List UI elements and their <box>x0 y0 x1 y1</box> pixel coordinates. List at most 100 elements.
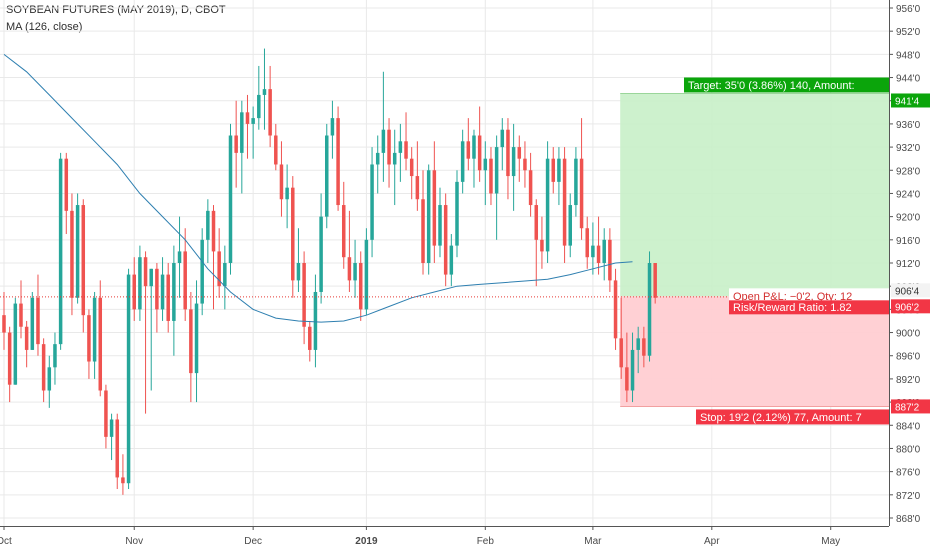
candle-body <box>160 274 165 310</box>
candle <box>642 326 646 368</box>
candle <box>268 65 272 148</box>
candle-body <box>489 158 493 194</box>
ma-line <box>3 54 633 323</box>
candle-body <box>517 147 522 159</box>
candle <box>245 94 250 159</box>
candle-body <box>494 147 499 194</box>
candle <box>121 454 125 495</box>
candle-body <box>291 187 295 281</box>
candle <box>87 309 91 379</box>
price-tick-label: 944'0 <box>896 74 921 85</box>
time-tick-label: Oct <box>0 536 12 547</box>
candle <box>387 118 391 188</box>
risk-reward-label-bg <box>729 300 889 315</box>
candle <box>421 170 425 275</box>
target-price-tag-bg <box>891 93 930 108</box>
candle <box>596 216 601 275</box>
candle-body <box>551 158 556 182</box>
price-tick-label: 884'0 <box>896 421 921 432</box>
candle-body <box>574 158 578 206</box>
candle <box>438 187 442 258</box>
candle <box>13 297 18 385</box>
candle <box>483 141 488 206</box>
candle-body <box>30 297 35 350</box>
candle <box>285 164 289 229</box>
time-axis[interactable]: Oct Nov Dec 2019 Feb Mar Apr May <box>0 526 889 547</box>
candle-body <box>115 419 120 478</box>
candle <box>47 355 52 408</box>
price-tick-label: 948'0 <box>896 50 921 61</box>
candle <box>370 147 374 258</box>
candle-body <box>257 94 261 119</box>
candle-body <box>183 251 187 310</box>
stop-label-bg <box>696 409 889 425</box>
candle-body <box>19 303 23 327</box>
time-tick-label: Apr <box>704 536 720 547</box>
price-tick-label: 932'0 <box>896 143 921 154</box>
candle <box>585 216 589 269</box>
candle-body <box>432 170 437 246</box>
candle <box>200 228 204 316</box>
stop-zone <box>620 296 889 407</box>
candle <box>217 228 221 298</box>
price-axis[interactable]: 956'0952'0948'0944'0940'0936'0932'0928'0… <box>889 0 932 550</box>
candle <box>557 147 561 206</box>
candle <box>211 205 216 310</box>
moving-average-line <box>3 54 633 323</box>
candle-body <box>302 263 306 327</box>
price-tick-label: 928'0 <box>896 166 921 177</box>
candle-body <box>285 187 289 200</box>
candle-body <box>477 135 482 171</box>
candle <box>506 118 510 200</box>
candle-body <box>540 239 544 252</box>
candle <box>228 123 233 275</box>
candle-body <box>404 141 408 159</box>
position-tool[interactable] <box>620 92 889 407</box>
candle-body <box>449 245 454 275</box>
candle <box>511 123 516 211</box>
candle-body <box>24 326 29 350</box>
target-label: Target: 35'0 (3.86%) 140, Amount: <box>684 77 889 93</box>
candle <box>523 141 527 188</box>
candle <box>92 291 97 379</box>
indicator-legend[interactable]: MA (126, close) <box>6 21 83 33</box>
candle-body <box>409 158 414 177</box>
candle <box>319 193 323 304</box>
candle-body <box>336 118 340 206</box>
candle <box>279 141 284 217</box>
candle <box>489 147 493 206</box>
candle-body <box>240 112 244 153</box>
candle <box>330 100 335 159</box>
stop-price-tag-bg <box>891 399 930 414</box>
candle-body <box>341 205 346 258</box>
candle-body <box>653 263 657 298</box>
candle <box>353 239 357 298</box>
candle <box>155 263 159 333</box>
time-tick-label: Nov <box>125 536 143 547</box>
candle-body <box>608 239 612 281</box>
candle <box>562 147 567 263</box>
last-price-tag-text: 906'4 <box>895 286 920 297</box>
candle-body <box>579 158 584 229</box>
candle <box>189 291 193 403</box>
price-tick-label: 896'0 <box>896 352 921 363</box>
price-tick-label: 952'0 <box>896 27 921 38</box>
candle <box>455 170 459 258</box>
candle-body <box>630 349 635 391</box>
candle <box>115 413 120 490</box>
candle <box>653 263 657 304</box>
entry-price-tag-bg <box>891 299 930 314</box>
candle-body <box>483 158 488 171</box>
candle-body <box>81 205 86 316</box>
candle <box>636 326 640 374</box>
candle-body <box>194 303 199 374</box>
time-tick-label: Feb <box>477 536 495 547</box>
price-tick-label: 924'0 <box>896 189 921 200</box>
candle <box>404 112 408 171</box>
candle <box>381 71 386 182</box>
candle-body <box>528 170 533 206</box>
candle <box>336 106 340 211</box>
target-price-tag: 941'4 <box>891 93 930 108</box>
candle-body <box>268 89 272 136</box>
